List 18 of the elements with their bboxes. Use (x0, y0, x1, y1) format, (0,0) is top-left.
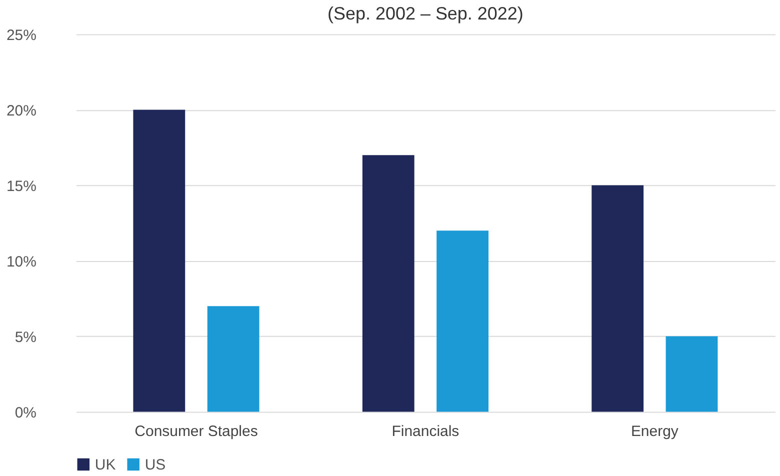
y-tick-label: 20% (6, 102, 36, 120)
y-tick-label: 25% (6, 26, 36, 44)
bar (592, 185, 644, 412)
bar (666, 336, 718, 412)
legend-label: UK (94, 456, 116, 474)
bar (133, 110, 186, 412)
y-tick-label: 5% (14, 328, 36, 346)
x-tick-label: Consumer Staples (134, 423, 258, 440)
bar (207, 306, 260, 412)
x-tick-label: Financials (392, 423, 460, 440)
x-tick-label: Energy (630, 423, 679, 440)
legend-label: US (144, 456, 166, 474)
bar (362, 155, 414, 412)
y-tick-label: 10% (6, 253, 36, 270)
y-tick-label: 15% (6, 178, 36, 195)
bar (436, 230, 488, 412)
chart-title: (Sep. 2002 – Sep. 2022) (328, 3, 524, 24)
y-tick-label: 0% (14, 404, 36, 422)
